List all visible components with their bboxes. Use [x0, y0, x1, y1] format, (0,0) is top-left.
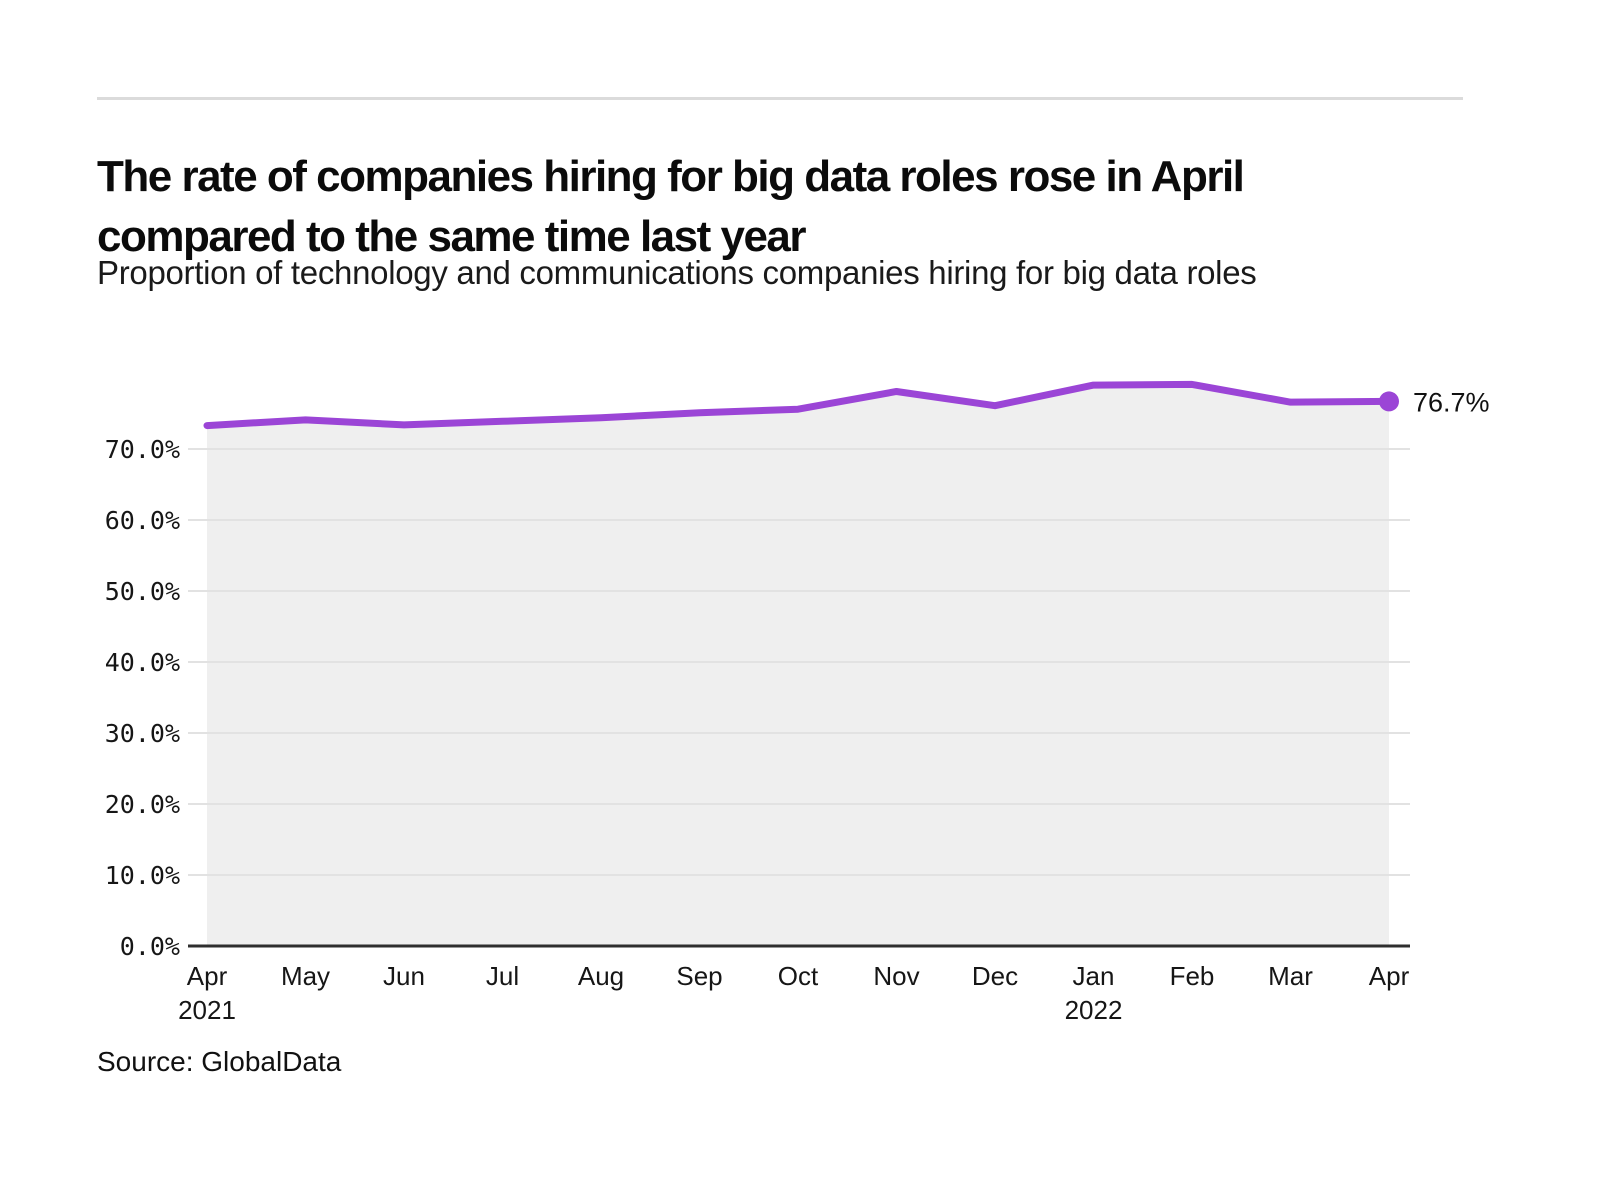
x-tick-label: Dec	[972, 961, 1018, 991]
y-tick-label: 0.0%	[120, 932, 180, 961]
x-tick-label: Jan	[1073, 961, 1115, 991]
y-tick-label: 30.0%	[105, 719, 180, 748]
source-caption: Source: GlobalData	[97, 1046, 342, 1077]
x-tick-year-label: 2021	[178, 995, 236, 1025]
x-tick-label: Aug	[578, 961, 624, 991]
y-tick-label: 50.0%	[105, 577, 180, 606]
x-tick-label: May	[281, 961, 330, 991]
x-tick-year-label: 2022	[1065, 995, 1123, 1025]
end-value-label: 76.7%	[1413, 387, 1490, 417]
y-tick-label: 20.0%	[105, 790, 180, 819]
chart-title: The rate of companies hiring for big dat…	[97, 152, 1245, 262]
x-tick-label: Apr	[187, 961, 228, 991]
area-fill	[207, 384, 1389, 946]
x-tick-label: Nov	[873, 961, 919, 991]
chart-subtitle: Proportion of technology and communicati…	[97, 254, 1257, 291]
y-tick-label: 40.0%	[105, 648, 180, 677]
y-tick-label: 10.0%	[105, 861, 180, 890]
x-tick-label: Jun	[383, 961, 425, 991]
end-point-marker	[1379, 391, 1399, 412]
x-tick-label: Jul	[486, 961, 519, 991]
y-tick-label: 70.0%	[105, 435, 180, 464]
x-tick-label: Feb	[1170, 961, 1215, 991]
y-tick-label: 60.0%	[105, 506, 180, 535]
x-tick-label: Apr	[1369, 961, 1410, 991]
x-tick-label: Oct	[778, 961, 819, 991]
x-tick-label: Mar	[1268, 961, 1313, 991]
trend-line	[203, 380, 1393, 430]
x-tick-label: Sep	[676, 961, 722, 991]
top-divider	[97, 97, 1463, 100]
